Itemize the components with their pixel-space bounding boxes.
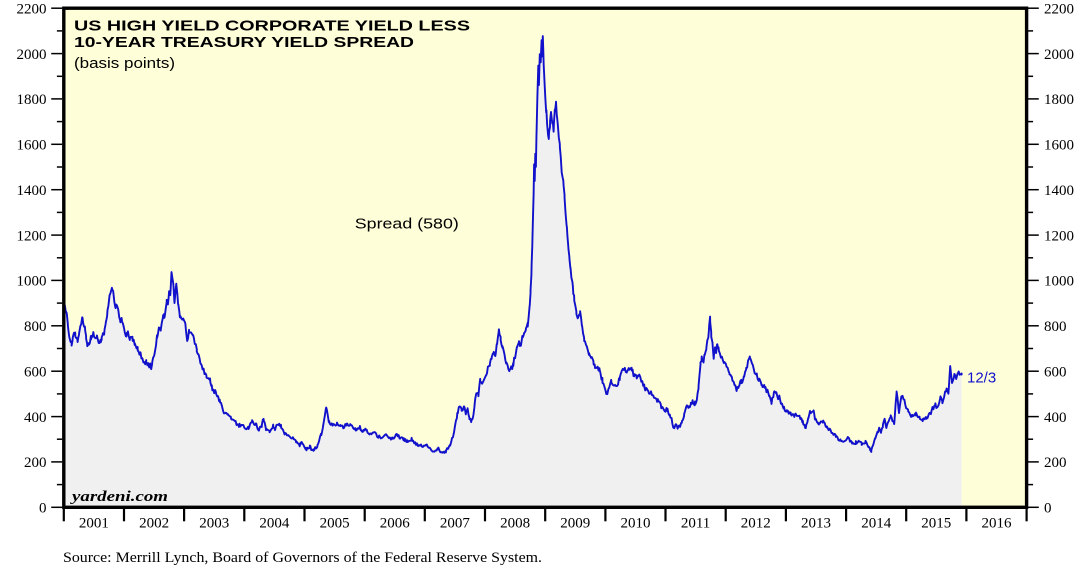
svg-text:2001: 2001 — [79, 516, 109, 532]
svg-text:2000: 2000 — [17, 47, 47, 63]
svg-text:0: 0 — [1044, 501, 1052, 517]
svg-text:1800: 1800 — [17, 92, 47, 108]
svg-text:2007: 2007 — [440, 516, 471, 532]
svg-text:1400: 1400 — [1044, 183, 1074, 199]
svg-text:yardeni.com: yardeni.com — [69, 489, 168, 505]
svg-text:1000: 1000 — [17, 274, 47, 290]
svg-text:2013: 2013 — [801, 516, 831, 532]
svg-text:2011: 2011 — [681, 516, 710, 532]
svg-text:400: 400 — [1044, 410, 1067, 426]
svg-text:1200: 1200 — [1044, 228, 1074, 244]
svg-text:600: 600 — [24, 364, 47, 380]
svg-text:200: 200 — [24, 455, 47, 471]
svg-text:1400: 1400 — [17, 183, 47, 199]
svg-text:2015: 2015 — [921, 516, 951, 532]
svg-text:1600: 1600 — [17, 138, 47, 154]
svg-text:12/3: 12/3 — [967, 370, 996, 387]
svg-text:2005: 2005 — [320, 516, 350, 532]
svg-text:800: 800 — [24, 319, 47, 335]
svg-text:Source: Merrill Lynch, Board o: Source: Merrill Lynch, Board of Governor… — [63, 550, 542, 566]
svg-text:(basis points): (basis points) — [74, 55, 175, 72]
svg-text:2010: 2010 — [621, 516, 651, 532]
svg-text:800: 800 — [1044, 319, 1067, 335]
svg-text:US HIGH YIELD CORPORATE YIELD: US HIGH YIELD CORPORATE YIELD LESS — [74, 17, 470, 34]
svg-text:2016: 2016 — [982, 516, 1013, 532]
svg-text:2200: 2200 — [1044, 1, 1074, 17]
svg-text:1600: 1600 — [1044, 138, 1074, 154]
svg-text:2003: 2003 — [199, 516, 229, 532]
svg-text:400: 400 — [24, 410, 47, 426]
svg-text:2200: 2200 — [17, 1, 47, 17]
svg-text:2008: 2008 — [500, 516, 530, 532]
svg-text:1800: 1800 — [1044, 92, 1074, 108]
svg-text:2006: 2006 — [380, 516, 411, 532]
svg-text:2004: 2004 — [259, 516, 290, 532]
svg-text:1000: 1000 — [1044, 274, 1074, 290]
svg-text:2009: 2009 — [560, 516, 590, 532]
svg-text:200: 200 — [1044, 455, 1067, 471]
svg-text:Spread (580): Spread (580) — [355, 216, 459, 233]
svg-text:2002: 2002 — [139, 516, 169, 532]
svg-text:0: 0 — [39, 501, 47, 517]
svg-text:10-YEAR TREASURY YIELD SPREAD: 10-YEAR TREASURY YIELD SPREAD — [74, 34, 414, 51]
svg-text:2014: 2014 — [861, 516, 892, 532]
svg-text:2012: 2012 — [741, 516, 771, 532]
svg-text:2000: 2000 — [1044, 47, 1074, 63]
svg-text:600: 600 — [1044, 364, 1067, 380]
svg-text:1200: 1200 — [17, 228, 47, 244]
